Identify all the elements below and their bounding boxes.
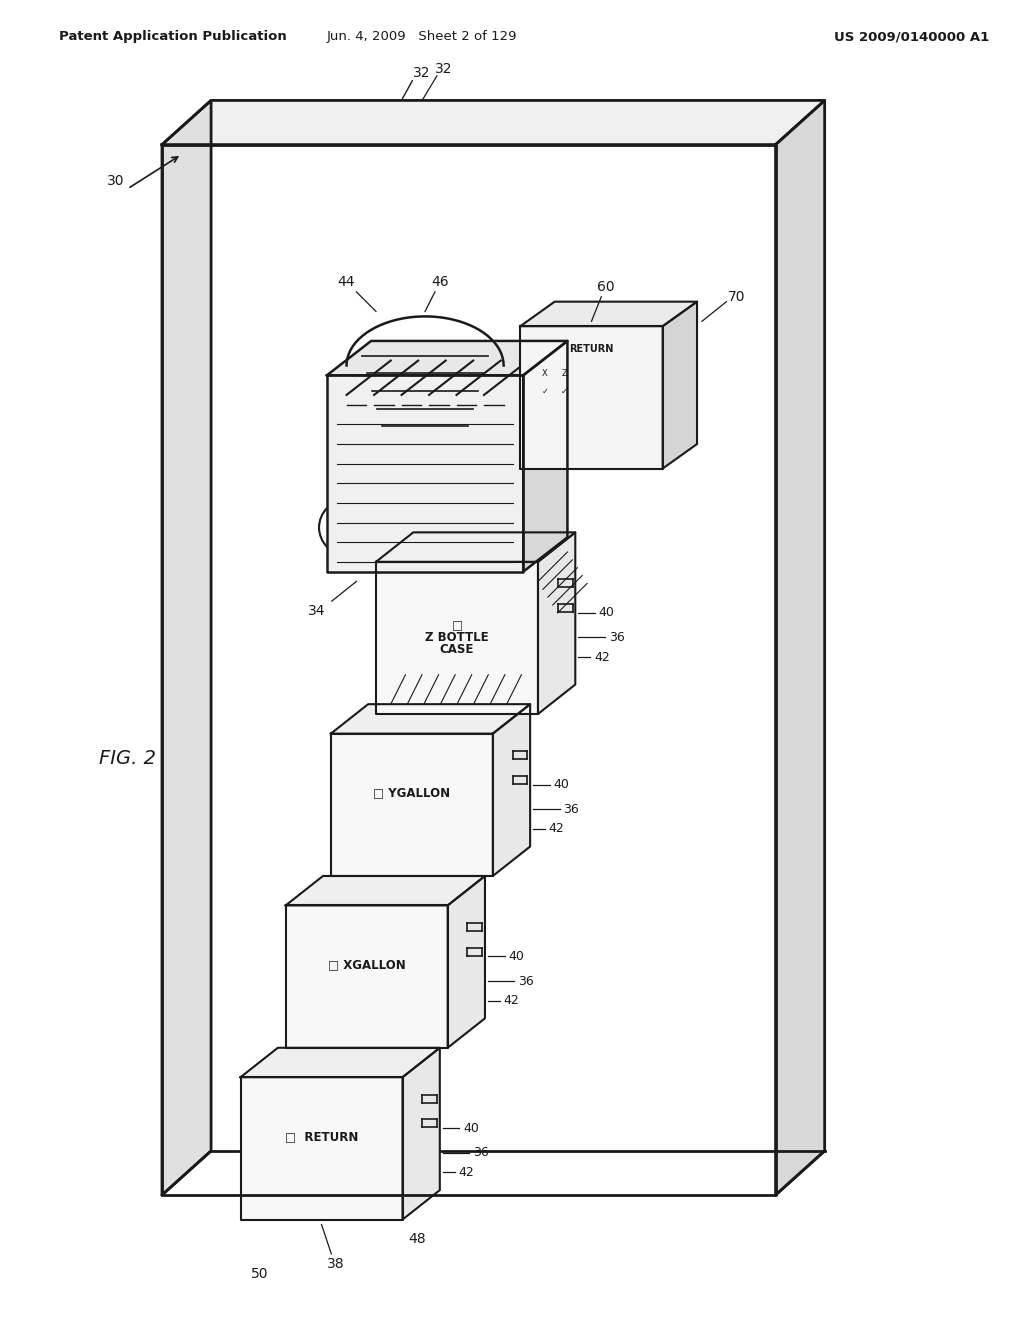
Text: 36: 36 xyxy=(563,803,580,816)
Text: □ YGALLON: □ YGALLON xyxy=(374,787,451,800)
Text: 44: 44 xyxy=(338,275,355,289)
Polygon shape xyxy=(402,1048,440,1220)
Bar xyxy=(559,368,569,379)
Text: 46: 46 xyxy=(431,275,449,289)
Bar xyxy=(624,429,641,441)
Text: ✓: ✓ xyxy=(561,387,568,396)
Text: Z BOTTLE: Z BOTTLE xyxy=(425,631,488,644)
Polygon shape xyxy=(327,375,523,572)
Text: 32: 32 xyxy=(435,62,453,77)
Bar xyxy=(540,385,550,396)
Bar xyxy=(553,673,568,681)
Polygon shape xyxy=(331,704,530,734)
Text: ✓: ✓ xyxy=(542,387,549,396)
Text: 36: 36 xyxy=(608,631,625,644)
Polygon shape xyxy=(376,532,575,562)
Text: 70: 70 xyxy=(727,290,745,304)
Text: Jun. 4, 2009   Sheet 2 of 129: Jun. 4, 2009 Sheet 2 of 129 xyxy=(327,30,517,44)
Text: 42: 42 xyxy=(459,1166,474,1179)
Text: 50: 50 xyxy=(252,1267,269,1280)
Text: 34: 34 xyxy=(308,605,326,618)
Polygon shape xyxy=(241,1077,402,1220)
Polygon shape xyxy=(162,100,211,1195)
Text: 42: 42 xyxy=(549,822,564,836)
Text: 40: 40 xyxy=(599,606,614,619)
Text: 42: 42 xyxy=(504,994,519,1007)
Polygon shape xyxy=(447,876,485,1048)
Text: 30: 30 xyxy=(108,174,125,187)
Bar xyxy=(417,1179,433,1187)
Polygon shape xyxy=(663,302,697,469)
Polygon shape xyxy=(775,100,824,1195)
Text: 36: 36 xyxy=(518,974,535,987)
Text: X: X xyxy=(542,368,548,378)
Text: □  RETURN: □ RETURN xyxy=(285,1130,358,1143)
Text: 40: 40 xyxy=(463,1122,479,1135)
Text: RETURN: RETURN xyxy=(569,343,613,354)
Text: FIG. 2: FIG. 2 xyxy=(99,748,156,768)
Text: Z: Z xyxy=(561,368,567,378)
Polygon shape xyxy=(286,876,485,906)
Text: 38: 38 xyxy=(328,1257,345,1271)
Text: US 2009/0140000 A1: US 2009/0140000 A1 xyxy=(835,30,990,44)
Polygon shape xyxy=(162,100,824,145)
Polygon shape xyxy=(331,734,493,876)
Text: 42: 42 xyxy=(594,651,609,664)
Bar xyxy=(630,360,642,367)
Polygon shape xyxy=(286,906,447,1048)
Text: CASE: CASE xyxy=(439,643,474,656)
Text: □ XGALLON: □ XGALLON xyxy=(328,958,406,972)
Text: 40: 40 xyxy=(509,950,524,964)
Polygon shape xyxy=(520,326,663,469)
Polygon shape xyxy=(523,341,567,572)
Polygon shape xyxy=(376,562,538,714)
Text: 36: 36 xyxy=(473,1146,488,1159)
Polygon shape xyxy=(538,532,575,714)
Bar xyxy=(280,1187,297,1196)
Bar xyxy=(507,836,523,843)
Bar xyxy=(536,341,648,444)
Bar xyxy=(630,389,642,396)
Text: Patent Application Publication: Patent Application Publication xyxy=(59,30,287,44)
Bar xyxy=(462,1007,478,1015)
Polygon shape xyxy=(327,341,567,375)
Polygon shape xyxy=(520,302,697,326)
Bar xyxy=(250,1187,268,1196)
Bar xyxy=(559,385,569,396)
Text: 40: 40 xyxy=(554,779,569,791)
Text: 48: 48 xyxy=(409,1232,426,1246)
Bar xyxy=(630,375,642,381)
Polygon shape xyxy=(241,1048,440,1077)
Text: 32: 32 xyxy=(414,66,431,81)
Bar xyxy=(540,368,550,379)
Polygon shape xyxy=(493,704,530,876)
Text: 60: 60 xyxy=(597,280,615,294)
Text: □: □ xyxy=(452,619,463,632)
